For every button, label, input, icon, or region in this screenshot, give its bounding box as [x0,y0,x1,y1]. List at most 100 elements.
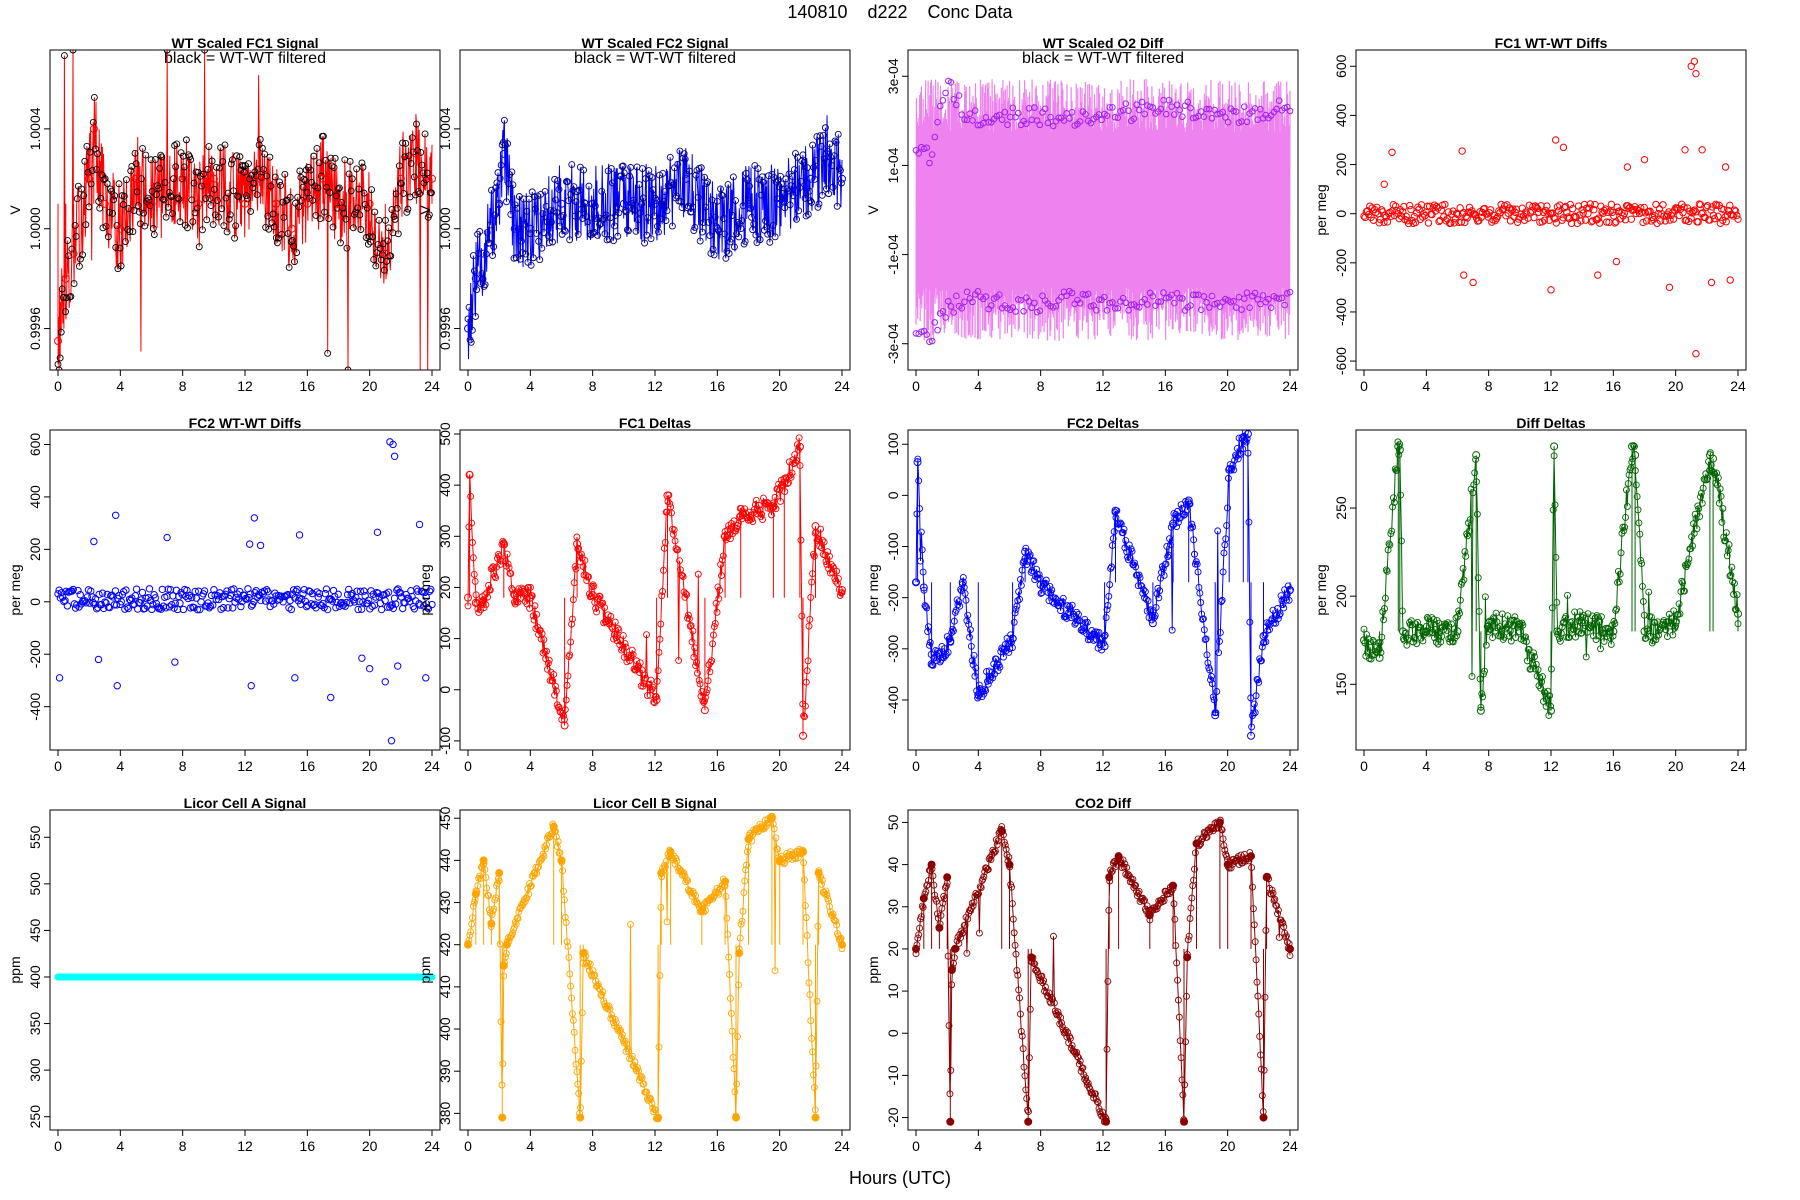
data-point [1042,576,1050,584]
data-point [241,199,249,208]
data-point [507,210,515,218]
data-point [1627,215,1636,223]
data-point [500,116,508,124]
data-point [1066,115,1073,122]
data-point [659,587,667,595]
data-point [510,591,519,600]
data-point [1609,627,1618,636]
data-point [931,133,939,141]
data-point [817,142,825,150]
data-point [312,211,320,219]
data-point [1121,860,1129,868]
data-point [503,550,511,558]
data-point [1245,518,1253,526]
data-point [1044,589,1052,596]
data-point [793,441,801,449]
data-point [1257,105,1264,113]
data-point [1519,212,1528,220]
data-point [1138,582,1146,590]
data-point [507,570,515,578]
data-point [1539,208,1548,217]
data-point [592,604,600,612]
data-point [1567,626,1575,634]
data-point [1430,616,1438,624]
data-point [1190,876,1198,884]
data-point [914,455,922,463]
series-line [467,115,843,360]
data-point [733,1080,741,1088]
data-point [156,604,164,612]
data-point [1395,451,1403,459]
data-point [982,687,990,694]
data-point [1203,105,1210,113]
data-point [950,95,957,103]
data-point [549,238,556,246]
data-point [597,220,605,228]
data-point [718,556,726,564]
data-point [161,179,169,187]
data-point [972,664,980,672]
data-point [945,1022,953,1029]
data-point [1166,890,1173,898]
data-point [1469,489,1477,497]
data-point [769,501,778,510]
data-point [769,222,777,229]
chart-title: Licor Cell B Signal [593,795,717,811]
data-point [237,602,245,611]
data-point [282,197,290,205]
y-tick-label: 350 [27,1012,43,1036]
data-point [1491,216,1500,225]
data-point [167,193,175,201]
data-point [1424,615,1432,623]
data-point [258,144,266,152]
data-point [1172,942,1180,950]
x-tick-label: 20 [772,378,788,394]
data-point [926,639,934,646]
data-point [464,940,472,949]
data-point [245,540,254,548]
data-point [560,887,567,895]
data-point [479,600,487,608]
data-point [363,204,371,212]
data-point [736,934,744,942]
x-tick-label: 8 [589,758,597,774]
data-point [1194,568,1202,576]
data-point [984,866,992,873]
data-point [1615,578,1623,586]
data-point [516,255,524,263]
data-point [188,196,196,204]
data-point [608,1011,616,1019]
data-point [1146,607,1154,615]
data-point [1154,584,1162,592]
data-point [112,244,120,251]
data-point [240,168,248,176]
data-point [525,583,533,591]
data-point [596,593,604,601]
y-axis-label: V [7,205,23,215]
data-point [1079,1064,1087,1072]
data-point [358,159,366,167]
data-point [246,175,253,183]
data-point [1612,257,1621,266]
data-point [1259,292,1267,299]
data-point [1008,634,1017,643]
data-point [947,1066,955,1074]
data-point [492,184,500,192]
y-tick-label: 600 [1333,54,1349,78]
data-point [708,657,716,665]
data-point [919,568,927,576]
x-tick-label: 16 [1606,758,1622,774]
data-point [1188,520,1196,528]
data-point [793,215,800,223]
data-point [177,149,185,157]
data-point [929,872,937,880]
data-point [218,205,226,213]
data-point [1012,605,1020,613]
data-point [601,604,609,611]
data-point [918,546,926,554]
data-point [1005,648,1013,656]
y-tick-label: 10 [885,983,901,999]
data-point [597,992,605,999]
data-point [345,170,353,178]
x-tick-label: 12 [1095,1138,1111,1154]
